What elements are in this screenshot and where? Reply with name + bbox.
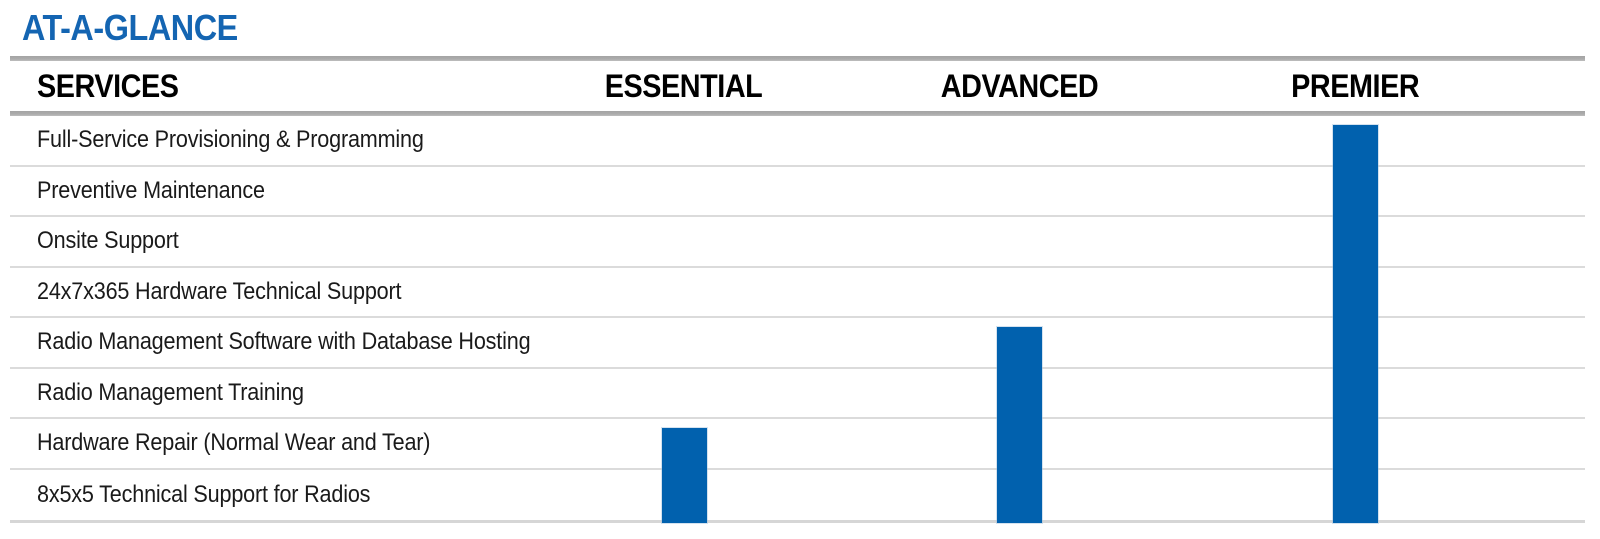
table-row: Hardware Repair (Normal Wear and Tear) — [10, 419, 1585, 470]
service-name: Onsite Support — [37, 227, 179, 255]
service-name: Full-Service Provisioning & Programming — [37, 126, 424, 154]
column-header-essential: ESSENTIAL — [524, 61, 844, 111]
table-row: Radio Management Software with Database … — [10, 318, 1585, 369]
service-name: Preventive Maintenance — [37, 176, 265, 204]
table-row: Full-Service Provisioning & Programming — [10, 116, 1585, 167]
service-name: Hardware Repair (Normal Wear and Tear) — [37, 429, 431, 457]
table-row: 8x5x5 Technical Support for Radios — [10, 470, 1585, 521]
service-name: 24x7x365 Hardware Technical Support — [37, 277, 402, 305]
service-name: 8x5x5 Technical Support for Radios — [37, 480, 371, 508]
header-divider — [10, 111, 1585, 116]
page-title-text: AT-A-GLANCE — [22, 7, 238, 48]
table-row: 24x7x365 Hardware Technical Support — [10, 268, 1585, 318]
table-row: Preventive Maintenance — [10, 167, 1585, 217]
service-name: Radio Management Training — [37, 378, 304, 406]
column-header-premier: PREMIER — [1195, 61, 1515, 111]
column-header-services: SERVICES — [37, 61, 194, 111]
column-header-advanced: ADVANCED — [859, 61, 1179, 111]
column-header-essential-label: ESSENTIAL — [605, 67, 763, 104]
service-name: Radio Management Software with Database … — [37, 328, 531, 356]
table-bottom-divider — [10, 520, 1585, 523]
table-row: Radio Management Training — [10, 369, 1585, 419]
title-divider — [10, 56, 1585, 61]
column-header-advanced-label: ADVANCED — [940, 67, 1098, 104]
page-title: AT-A-GLANCE — [22, 10, 262, 46]
services-table-body: Full-Service Provisioning & Programming … — [10, 116, 1585, 520]
column-header-premier-label: PREMIER — [1290, 67, 1420, 104]
column-header-services-label: SERVICES — [37, 67, 179, 104]
table-row: Onsite Support — [10, 217, 1585, 268]
table-header-row: SERVICES ESSENTIAL ADVANCED PREMIER — [0, 61, 1600, 111]
